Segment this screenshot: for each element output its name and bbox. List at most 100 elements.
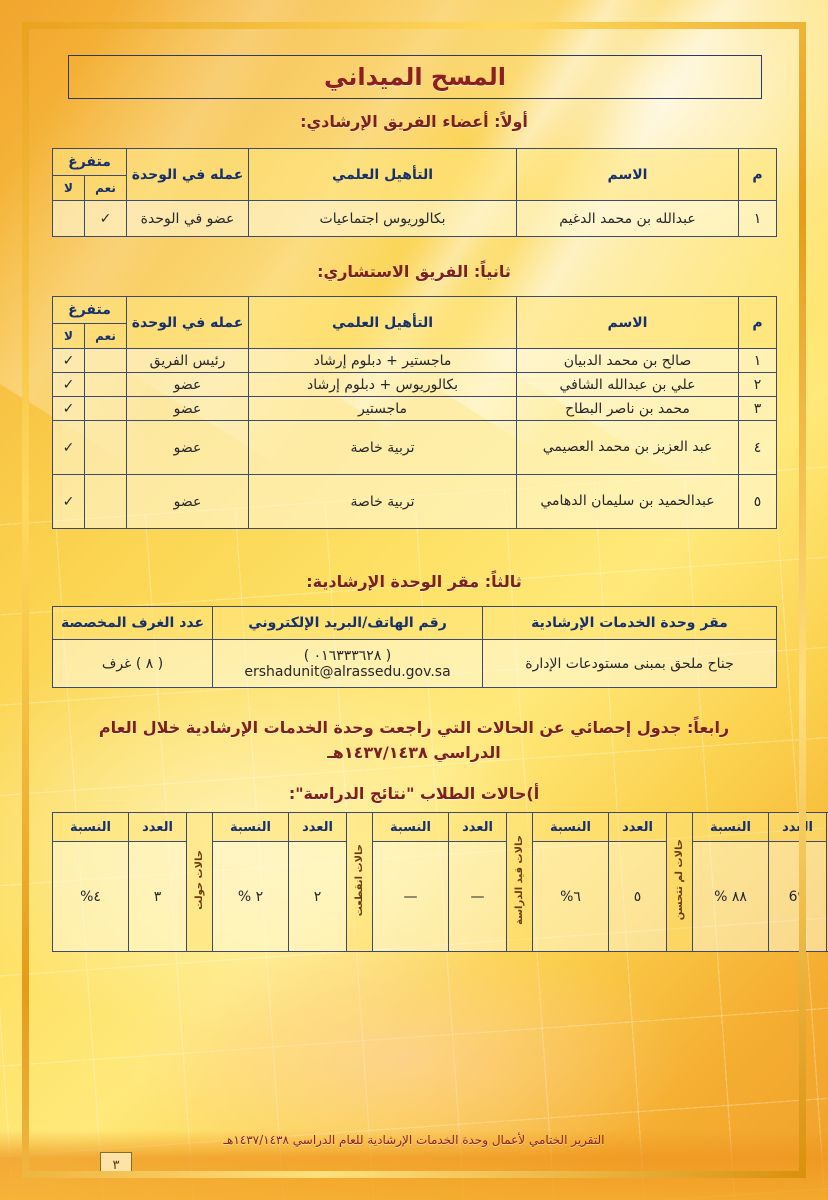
group-label-cell: حالات قيد الدراسة: [506, 812, 533, 952]
col-percent: النسبة: [692, 812, 769, 842]
col-yes: نعم: [84, 323, 128, 349]
cell-count: 69: [768, 841, 827, 952]
cell-role: عضو: [126, 396, 250, 421]
cell-qualification: ماجستير + دبلوم إرشاد: [248, 348, 518, 373]
cell-no-check: ✓: [51, 420, 86, 475]
group-label-cell: حالات حولت: [186, 812, 213, 952]
cell-yes-check: ✓: [84, 200, 128, 237]
cell-name: علي بن عبدالله الشافي: [516, 372, 740, 397]
email-address: ershadunit@alrassedu.gov.sa: [244, 663, 451, 680]
group-label-cell: حالات تحسنت: [826, 812, 828, 952]
advisory-team-table: م الاسم التأهيل العلمي عمله في الوحدة مت…: [51, 296, 778, 529]
section4-subheading: أ)حالات الطلاب "نتائج الدراسة":: [288, 784, 540, 803]
page-title-box: المسح الميداني: [68, 55, 762, 99]
cell-count: ٢: [288, 841, 347, 952]
col-yes: نعم: [84, 175, 128, 201]
group-label-cell: حالات انقطعت: [346, 812, 373, 952]
col-name: الاسم: [516, 148, 740, 201]
cell-no-check: ✓: [51, 372, 86, 397]
cell-yes-check: [84, 396, 128, 421]
cell-num: ٥: [738, 474, 778, 529]
cell-name: عبدالله بن محمد الدغيم: [516, 200, 740, 237]
table-row: جناح ملحق بمبنى مستودعات الإدارة ( ٠١٦٣٣…: [52, 639, 777, 688]
group-label-cell: حالات لم تتحسن: [666, 812, 693, 952]
cell-percent: ٤%: [52, 841, 129, 952]
cell-name: عبد العزيز بن محمد العصيمي: [516, 420, 740, 475]
stats-value-row: 69 ٨٨ % ٥ ٦% — — ٢ ٢ % ٣ ٤%: [52, 841, 828, 952]
group-label: حالات قيد الدراسة: [513, 835, 525, 925]
col-qualification: التأهيل العلمي: [248, 296, 518, 349]
cell-num: ٤: [738, 420, 778, 475]
group-label: حالات انقطعت: [353, 843, 365, 917]
cell-count: —: [448, 841, 507, 952]
cell-num: ١: [738, 200, 778, 237]
cell-role: عضو: [126, 420, 250, 475]
col-fulltime: متفرغ: [51, 148, 128, 176]
page-number: ٣: [112, 1157, 120, 1173]
cell-num: ٣: [738, 396, 778, 421]
col-no: لا: [51, 175, 86, 201]
cell-num: ١: [738, 348, 778, 373]
table-row: ٤ عبد العزيز بن محمد العصيمي تربية خاصة …: [51, 420, 778, 475]
col-count: العدد: [288, 812, 347, 842]
col-count: العدد: [448, 812, 507, 842]
col-percent: النسبة: [372, 812, 449, 842]
col-percent: النسبة: [532, 812, 609, 842]
table-header-row: مقر وحدة الخدمات الإرشادية رقم الهاتف/ال…: [52, 606, 777, 640]
section2-heading: ثانياً: الفريق الاستشاري:: [317, 262, 511, 281]
col-location: مقر وحدة الخدمات الإرشادية: [482, 606, 777, 640]
col-name: الاسم: [516, 296, 740, 349]
section4-heading-line1: رابعاً: جدول إحصائي عن الحالات التي راجع…: [98, 718, 730, 737]
cell-role: رئيس الفريق: [126, 348, 250, 373]
cell-qualification: تربية خاصة: [248, 474, 518, 529]
cell-yes-check: [84, 372, 128, 397]
col-no: لا: [51, 323, 86, 349]
stats-header-row: حالات تحسنت العدد النسبة حالات لم تتحسن …: [52, 812, 828, 952]
cell-no-check: ✓: [51, 396, 86, 421]
cell-no-check: ✓: [51, 348, 86, 373]
cell-qualification: بكالوريوس اجتماعيات: [248, 200, 518, 237]
cell-role: عضو: [126, 372, 250, 397]
group-label: حالات حولت: [193, 850, 205, 910]
cell-rooms: ( ٨ ) غرف: [52, 639, 213, 688]
cell-name: عبدالحميد بن سليمان الدهامي: [516, 474, 740, 529]
cell-no-check: ✓: [51, 474, 86, 529]
cell-contact: ( ٠١٦٣٣٣٦٢٨ ) ershadunit@alrassedu.gov.s…: [212, 639, 483, 688]
col-percent: النسبة: [212, 812, 289, 842]
table-row: ٣ محمد بن ناصر البطاح ماجستير عضو ✓: [51, 396, 778, 421]
cell-no-check: [51, 200, 86, 237]
table-row: ٢ علي بن عبدالله الشافي بكالوريوس + دبلو…: [51, 372, 778, 397]
cell-yes-check: [84, 420, 128, 475]
col-fulltime: متفرغ: [51, 296, 128, 324]
col-count: العدد: [128, 812, 187, 842]
cell-qualification: بكالوريوس + دبلوم إرشاد: [248, 372, 518, 397]
cell-qualification: تربية خاصة: [248, 420, 518, 475]
cell-percent: ٦%: [532, 841, 609, 952]
col-role: عمله في الوحدة: [126, 296, 250, 349]
cell-role: عضو في الوحدة: [126, 200, 250, 237]
student-cases-stats-table: حالات تحسنت العدد النسبة حالات لم تتحسن …: [52, 812, 828, 952]
unit-location-table: مقر وحدة الخدمات الإرشادية رقم الهاتف/ال…: [52, 606, 777, 688]
col-percent: النسبة: [52, 812, 129, 842]
col-num: م: [738, 296, 778, 349]
section4-heading: رابعاً: جدول إحصائي عن الحالات التي راجع…: [0, 716, 828, 766]
cell-num: ٢: [738, 372, 778, 397]
phone-number: ( ٠١٦٣٣٣٦٢٨ ): [303, 647, 392, 664]
group-label: حالات لم تتحسن: [673, 839, 685, 921]
cell-count: ٥: [608, 841, 667, 952]
col-count: العدد: [768, 812, 827, 842]
cell-percent: ٨٨ %: [692, 841, 769, 952]
col-rooms: عدد الغرف المخصصة: [52, 606, 213, 640]
table-row: ١ عبدالله بن محمد الدغيم بكالوريوس اجتما…: [51, 200, 778, 237]
cell-location: جناح ملحق بمبنى مستودعات الإدارة: [482, 639, 777, 688]
table-header-row: م الاسم التأهيل العلمي عمله في الوحدة مت…: [51, 296, 778, 349]
col-qualification: التأهيل العلمي: [248, 148, 518, 201]
cell-name: محمد بن ناصر البطاح: [516, 396, 740, 421]
footer-note: التقرير الختامي لأعمال وحدة الخدمات الإر…: [223, 1133, 605, 1147]
page-number-box: ٣: [100, 1152, 132, 1178]
section3-heading: ثالثاً: مقر الوحدة الإرشادية:: [306, 572, 522, 591]
cell-percent: —: [372, 841, 449, 952]
table-row: ١ صالح بن محمد الدبيان ماجستير + دبلوم إ…: [51, 348, 778, 373]
